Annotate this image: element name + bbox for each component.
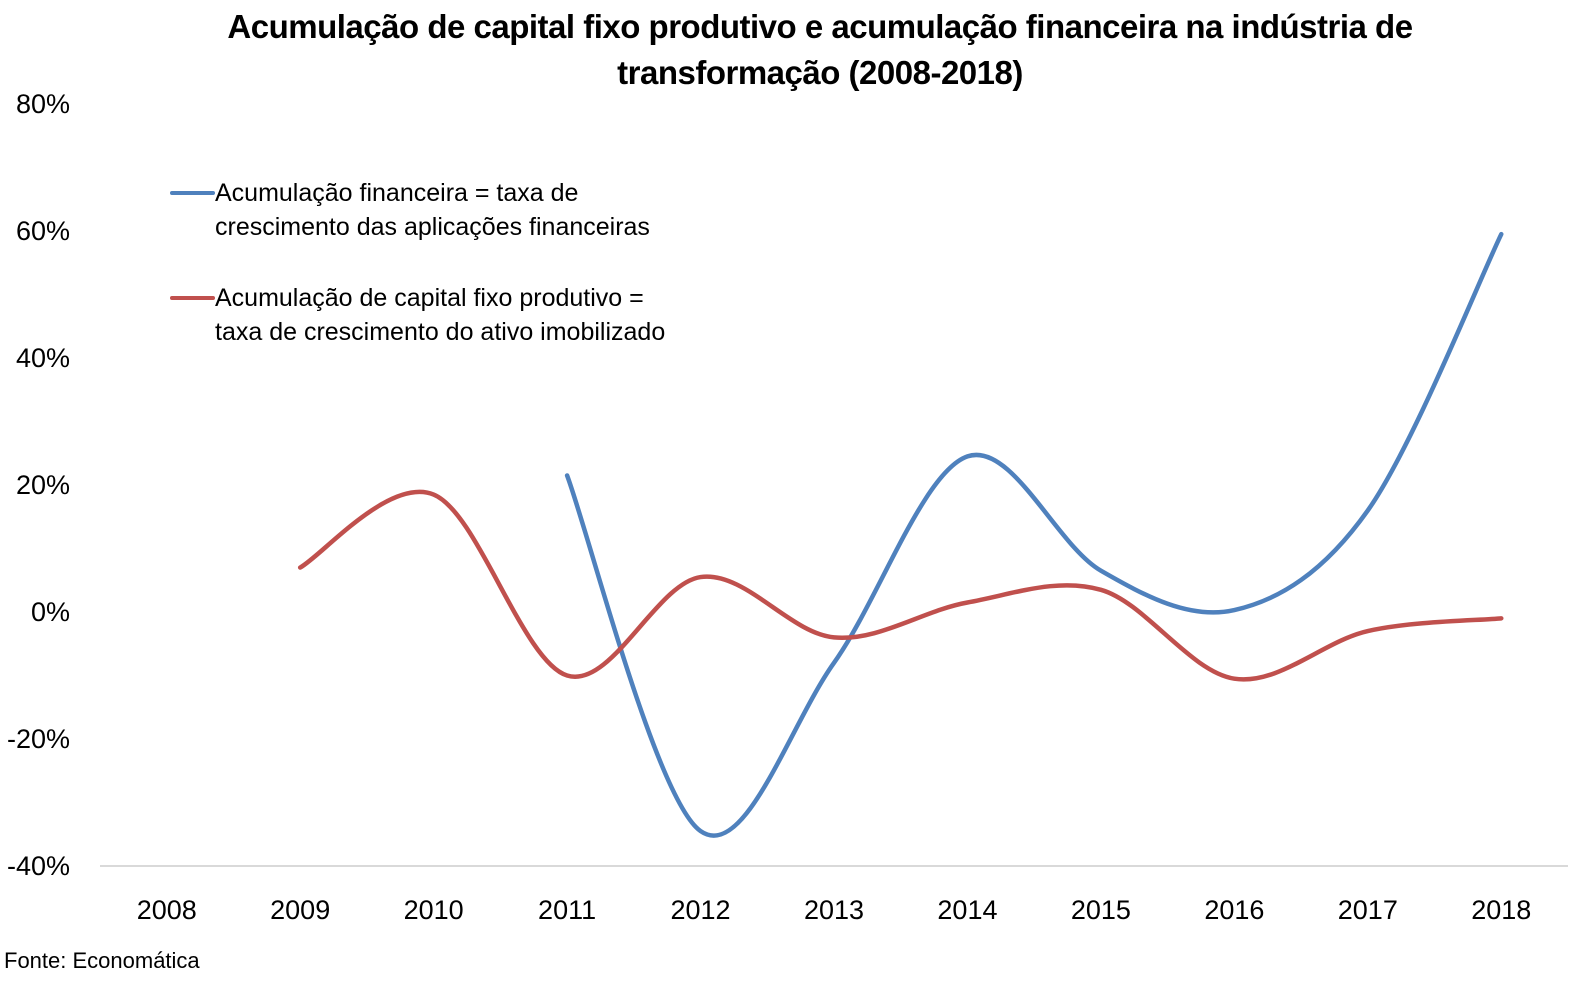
y-tick-label: 0% — [31, 597, 70, 627]
x-tick-label: 2009 — [270, 895, 330, 925]
legend-swatch-financial — [170, 191, 215, 195]
x-tick-label: 2017 — [1338, 895, 1398, 925]
series-lines — [297, 231, 1504, 838]
series-line-fixed-capital — [297, 489, 1504, 682]
legend-label-fixed-capital-line-1: Acumulação de capital fixo produtivo = — [215, 284, 644, 312]
x-tick-label: 2011 — [538, 895, 596, 925]
series-line-financial — [564, 231, 1504, 838]
y-tick-label: 40% — [16, 343, 70, 373]
legend-entry-financial: Acumulação financeira = taxa de crescime… — [215, 176, 650, 244]
x-tick-label: 2014 — [937, 895, 997, 925]
x-tick-label: 2012 — [671, 895, 731, 925]
chart-title-line-1: Acumulação de capital fixo produtivo e a… — [227, 8, 1413, 45]
source-note: Fonte: Economática — [4, 948, 200, 973]
legend-label-fixed-capital-line-2: taxa de crescimento do ativo imobilizado — [215, 318, 666, 346]
x-tick-label: 2015 — [1071, 895, 1131, 925]
y-tick-label: 20% — [16, 470, 70, 500]
chart-title-line-2: transformação (2008-2018) — [617, 54, 1023, 91]
y-tick-label: 60% — [16, 216, 70, 246]
y-axis-tick-labels: 80% 60% 40% 20% 0% -20% -40% — [7, 89, 70, 881]
x-tick-label: 2016 — [1204, 895, 1264, 925]
x-tick-label: 2013 — [804, 895, 864, 925]
x-tick-label: 2010 — [404, 895, 464, 925]
legend-swatch-fixed-capital — [170, 296, 215, 300]
y-tick-label: -20% — [7, 724, 70, 754]
legend-entry-fixed-capital: Acumulação de capital fixo produtivo = t… — [215, 281, 665, 349]
y-tick-label: 80% — [16, 89, 70, 119]
y-tick-label: -40% — [7, 851, 70, 881]
x-tick-label: 2008 — [137, 895, 197, 925]
legend-label-financial-line-1: Acumulação financeira = taxa de — [215, 179, 579, 207]
legend-label-financial-line-2: crescimento das aplicações financeiras — [215, 213, 650, 241]
x-axis-tick-labels: 2008 2009 2010 2011 2012 2013 2014 2015 2016 2017… — [137, 895, 1532, 925]
x-tick-label: 2018 — [1471, 895, 1531, 925]
